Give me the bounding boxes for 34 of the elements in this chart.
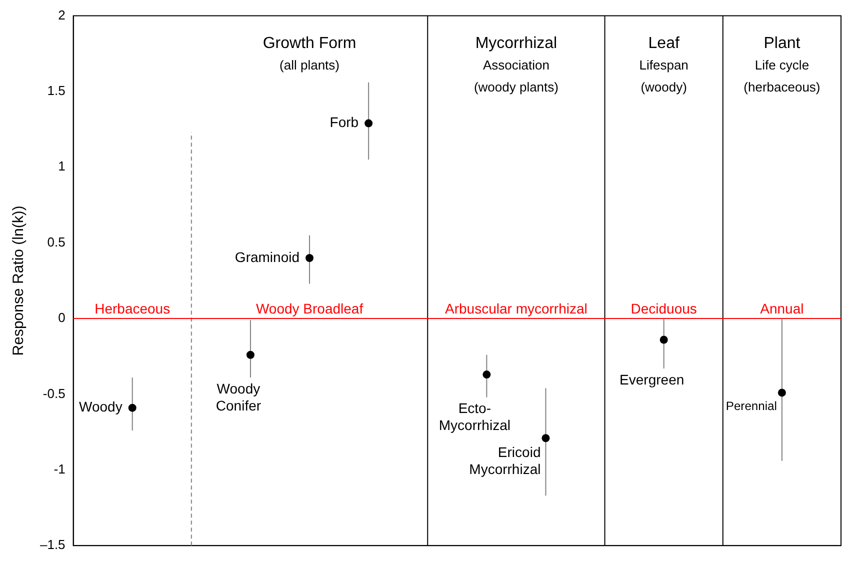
point xyxy=(482,370,491,379)
y-tick-label: 1 xyxy=(58,158,66,174)
annotation: Leaf Lifespan (woody) xyxy=(639,35,688,94)
annotation: Woody Broadleaf xyxy=(256,300,364,316)
annotation: Herbaceous xyxy=(94,300,170,316)
data-label: Forb xyxy=(330,114,359,130)
y-tick-label: 0.5 xyxy=(47,234,66,250)
data-label: Perennial xyxy=(726,399,777,414)
data-label: Graminoid xyxy=(234,248,300,265)
data-label: Ecto- Mycorrhizal xyxy=(438,400,510,434)
y-tick-label: 1.5 xyxy=(47,83,66,98)
data-label: Evergreen xyxy=(620,371,684,388)
point xyxy=(128,404,136,412)
data-label: Woody Conifer xyxy=(216,380,262,414)
annotation: Annual xyxy=(760,300,804,316)
y-axis-title: Response Ratio (ln(k)) xyxy=(10,206,28,356)
y-tick-label: -0.5 xyxy=(42,386,66,401)
data-label: Ericoid Mycorrhizal xyxy=(469,444,541,477)
y-tick-label: 2 xyxy=(58,7,66,22)
y-tick-label: –1.5 xyxy=(40,537,66,552)
annotation: Deciduous xyxy=(630,300,697,316)
annotation: Growth Form (all plants) xyxy=(262,35,356,72)
point xyxy=(660,336,668,344)
point xyxy=(364,119,373,128)
annotation: Plant Life cycle (herbaceous) xyxy=(744,35,820,94)
annotation: Mycorrhizal Association (woody plants) xyxy=(474,35,558,94)
annotation: Arbuscular mycorrhizal xyxy=(445,300,588,316)
y-tick-label: 0 xyxy=(58,310,66,326)
point xyxy=(246,350,254,359)
point xyxy=(778,388,786,397)
data-label: Woody xyxy=(79,398,122,415)
point xyxy=(542,434,550,442)
point xyxy=(306,254,314,262)
y-tick-label: -1 xyxy=(54,461,66,476)
